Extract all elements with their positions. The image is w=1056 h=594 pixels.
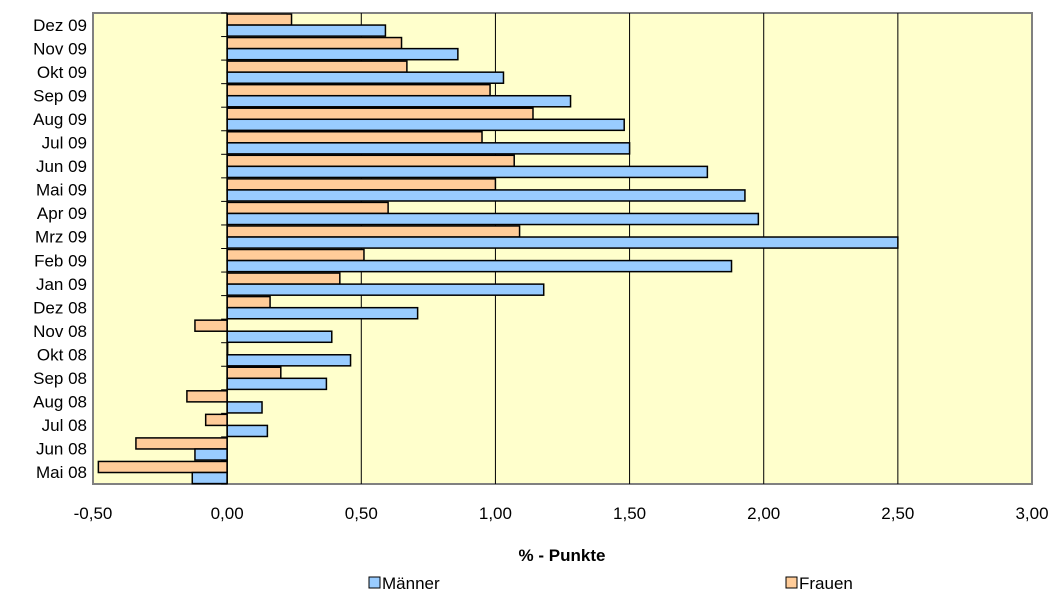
bar-maenner-nov-09: [226, 47, 459, 61]
category-label: Apr 09: [37, 204, 87, 223]
bar-maenner-nov-08: [226, 330, 333, 344]
category-label: Mai 08: [36, 463, 87, 482]
category-axis: [221, 12, 228, 485]
bar-frauen-jul-09: [226, 131, 483, 144]
bar-frauen-jun-09: [226, 154, 515, 168]
category-label: Jan 09: [36, 275, 87, 294]
bar-maenner-feb-09: [226, 259, 733, 273]
bar-maenner-jul-09: [226, 142, 631, 155]
bar-maenner-dez-09: [226, 24, 387, 37]
category-label: Dez 08: [33, 298, 87, 317]
bar-maenner-mai-08: [191, 471, 228, 485]
bar-frauen-okt-09: [226, 60, 408, 73]
category-label: Sep 08: [33, 369, 87, 388]
legend: Männer Frauen: [368, 574, 853, 593]
category-label: Jul 09: [42, 134, 87, 153]
category-label: Okt 09: [37, 63, 87, 82]
bar-maenner-mrz-09: [226, 236, 899, 249]
bar-frauen-jul-08: [204, 413, 228, 427]
category-label: Dez 09: [33, 16, 87, 35]
bar-maenner-okt-08: [226, 354, 352, 367]
category-label: Feb 09: [34, 251, 87, 270]
bar-frauen-feb-09: [226, 248, 365, 262]
bar-frauen-mrz-09: [226, 225, 521, 238]
bar-maenner-jul-08: [226, 424, 269, 438]
x-tick-label: 0,00: [211, 504, 244, 523]
bar-maenner-aug-09: [226, 118, 625, 132]
category-labels: Dez 09 Nov 09 Okt 09 Sep 09 Aug 09 Jul 09 Jun …: [33, 16, 87, 482]
bar-frauen-apr-09: [226, 201, 389, 215]
category-label: Mai 09: [36, 181, 87, 200]
bar-maenner-jan-09: [226, 283, 545, 296]
legend-label-maenner: Männer: [382, 574, 440, 593]
category-label: Aug 09: [33, 110, 87, 129]
bar-maenner-sep-08: [226, 377, 328, 391]
category-label: Okt 08: [37, 345, 87, 364]
bar-frauen-mai-08: [97, 460, 228, 474]
bar-maenner-jun-09: [226, 165, 709, 179]
bars: [97, 13, 899, 485]
bar-maenner-jun-08: [194, 448, 228, 461]
bar-maenner-mai-09: [226, 189, 746, 202]
value-tick-labels: -0,50 0,00 0,50 1,00 1,50 2,00 2,50 3,00: [74, 504, 1049, 523]
bar-frauen-sep-08: [226, 366, 282, 380]
x-tick-label: 3,00: [1015, 504, 1048, 523]
category-label: Mrz 09: [35, 228, 87, 247]
bar-frauen-dez-09: [226, 13, 293, 26]
legend-swatch-frauen: [785, 576, 798, 589]
bar-maenner-okt-09: [226, 71, 505, 84]
category-label: Jun 08: [36, 440, 87, 459]
category-label: Aug 08: [33, 393, 87, 412]
bar-frauen-nov-08: [194, 319, 228, 332]
bar-frauen-dez-08: [226, 295, 271, 309]
bar-frauen-jan-09: [226, 272, 341, 285]
category-label: Sep 09: [33, 86, 87, 105]
bar-frauen-nov-09: [226, 36, 403, 50]
category-label: Nov 09: [33, 39, 87, 58]
bar-maenner-sep-09: [226, 94, 572, 108]
x-tick-label: 2,50: [881, 504, 914, 523]
bar-maenner-dez-08: [226, 306, 419, 320]
bar-frauen-aug-08: [186, 390, 228, 403]
bar-frauen-sep-09: [226, 83, 491, 97]
bar-maenner-apr-09: [226, 212, 760, 226]
x-tick-label: 1,50: [613, 504, 646, 523]
bar-frauen-jun-08: [135, 437, 228, 450]
category-label: Jun 09: [36, 157, 87, 176]
bar-frauen-aug-09: [226, 107, 534, 121]
x-tick-label: 1,00: [479, 504, 512, 523]
x-tick-label: 0,50: [345, 504, 378, 523]
category-label: Jul 08: [42, 416, 87, 435]
category-label: Nov 08: [33, 322, 87, 341]
x-tick-label: 2,00: [747, 504, 780, 523]
bar-maenner-aug-08: [226, 401, 263, 414]
legend-swatch-maenner: [368, 576, 381, 589]
x-tick-label: -0,50: [74, 504, 113, 523]
legend-label-frauen: Frauen: [799, 574, 853, 593]
x-axis-title: % - Punkte: [519, 546, 606, 565]
bar-frauen-mai-09: [226, 178, 497, 191]
